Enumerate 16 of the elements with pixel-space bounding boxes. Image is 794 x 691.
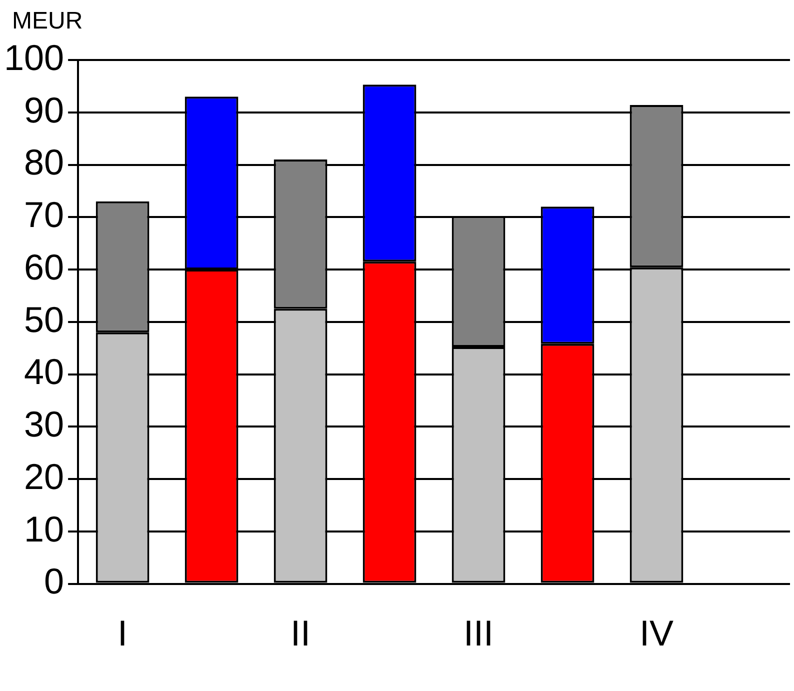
x-tick-label: II [290, 612, 311, 654]
y-tick-label: 80 [24, 142, 64, 183]
y-tick-label: 90 [24, 89, 64, 130]
x-tick-label: I [118, 612, 128, 654]
y-tick-label: 0 [44, 560, 64, 602]
x-tick-label: III [464, 612, 494, 654]
x-tick-label: IV [640, 612, 674, 654]
y-tick-label: 40 [24, 351, 64, 392]
y-tick-label: 20 [24, 456, 64, 497]
y-tick-label: 30 [24, 404, 64, 445]
y-axis-title: MEUR [12, 8, 83, 35]
y-tick-label: 100 [4, 36, 64, 78]
y-tick-label: 10 [24, 508, 64, 550]
y-tick-label: 50 [24, 298, 64, 340]
y-tick-label: 70 [24, 194, 64, 236]
y-tick-label: 60 [24, 246, 64, 288]
